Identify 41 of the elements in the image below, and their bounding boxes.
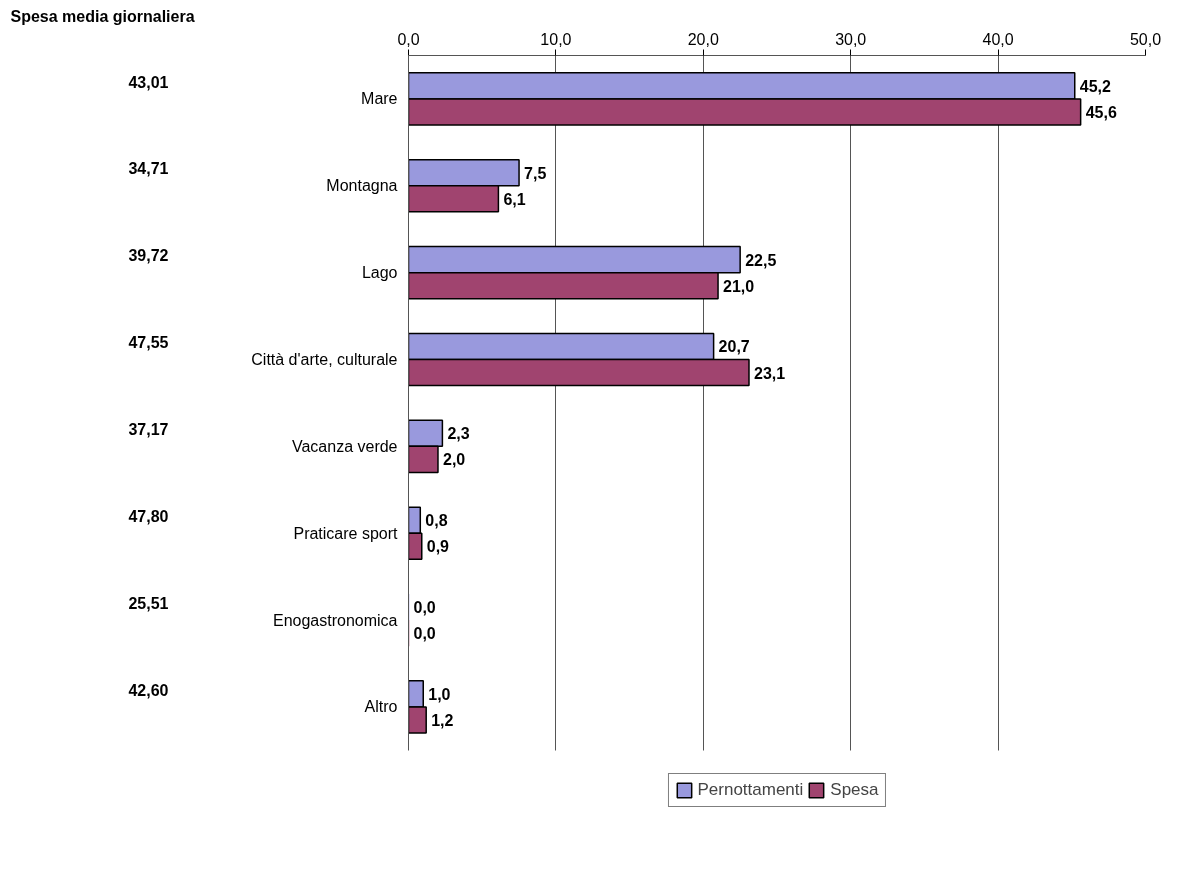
text: 43,01 (128, 73, 169, 91)
data-label: 2,3 (447, 425, 470, 443)
x-tick-label: 30,0 (835, 30, 867, 48)
legend-label: Pernottamenti (697, 780, 804, 800)
y-tick-label: Vacanza verde (291, 437, 398, 455)
text: 37,17 (128, 420, 169, 438)
legend-label: Spesa (830, 780, 879, 800)
data-label: 0,8 (425, 512, 448, 530)
y-tick-label: Lago (361, 264, 398, 282)
data-label: 45,2 (1079, 77, 1111, 95)
data-label: 45,6 (1085, 103, 1117, 121)
text: 42,60 (128, 681, 169, 699)
data-label: 1,0 (428, 685, 451, 703)
data-label: 21,0 (723, 277, 755, 295)
text: 39,72 (128, 247, 169, 265)
x-tick-label: 50,0 (1129, 30, 1162, 48)
y-tick-label: Montagna (326, 177, 398, 195)
text: 34,71 (128, 160, 169, 178)
y-tick-label: Città d'arte, culturale (251, 351, 398, 368)
y-tick-label: Praticare sport (293, 524, 399, 542)
x-tick-label: 20,0 (687, 30, 719, 48)
data-label: 1,2 (431, 711, 454, 729)
data-label: 7,5 (524, 164, 547, 182)
data-label: 0,0 (413, 599, 436, 617)
data-label: 0,0 (413, 625, 436, 643)
y-tick-label: Mare (361, 90, 398, 108)
x-tick-label: 40,0 (982, 30, 1014, 48)
text: 47,80 (128, 507, 169, 525)
data-label: 2,0 (442, 451, 466, 469)
data-label: 23,1 (753, 364, 786, 382)
y-tick-label: Enogastronomica (272, 611, 398, 629)
x-tick-label: 0,0 (397, 30, 420, 48)
data-label: 6,1 (503, 190, 526, 208)
x-tick-label: 10,0 (540, 30, 572, 48)
text: 47,55 (128, 334, 169, 352)
y-tick-label: Altro (364, 698, 398, 716)
data-label: 22,5 (745, 251, 777, 269)
data-label: 20,7 (718, 338, 750, 356)
text: Spesa media giornaliera (10, 7, 195, 25)
data-label: 0,9 (426, 538, 450, 556)
text: 25,51 (128, 594, 169, 612)
